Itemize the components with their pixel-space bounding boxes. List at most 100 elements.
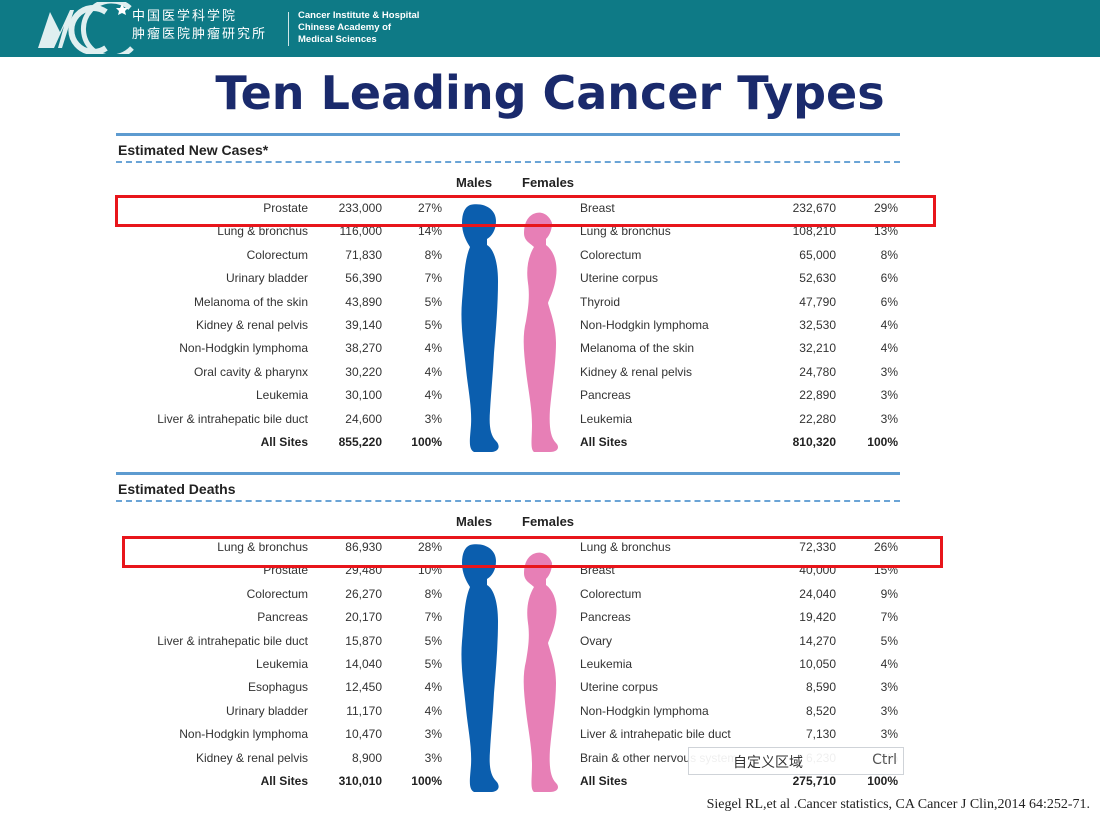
female-site: Kidney & renal pelvis xyxy=(580,364,693,379)
female-count: 232,670 xyxy=(792,201,836,215)
female-count: 24,040 xyxy=(799,586,836,601)
male-site: All Sites xyxy=(260,773,308,788)
male-site: Colorectum xyxy=(246,247,308,262)
female-site: Leukemia xyxy=(580,411,633,426)
male-percent: 8% xyxy=(424,586,442,601)
female-count: 10,050 xyxy=(799,656,836,671)
female-count: 8,590 xyxy=(805,680,836,695)
male-count: 30,220 xyxy=(345,364,382,379)
male-count: 8,900 xyxy=(351,750,382,765)
female-count: 19,420 xyxy=(799,610,836,625)
table-row: Lung & bronchus 86,930 28% Lung & bronchus 7… xyxy=(116,536,900,559)
female-percent: 3% xyxy=(880,680,898,695)
table-row: Urinary bladder 56,390 7% Uterine corpus 52,… xyxy=(116,267,900,290)
female-percent: 4% xyxy=(880,341,898,356)
male-site: Lung & bronchus xyxy=(217,224,308,239)
male-figure-icon xyxy=(461,204,499,452)
male-site: All Sites xyxy=(260,434,308,449)
ncc-logo-icon xyxy=(38,2,134,54)
male-percent: 4% xyxy=(424,364,442,379)
table-row: Prostate 233,000 27% Breast 232,670 29% xyxy=(116,197,900,220)
table-row: Oral cavity & pharynx 30,220 4% Kidney & re… xyxy=(116,361,900,384)
female-site: Uterine corpus xyxy=(580,680,659,695)
panel-top-rule xyxy=(116,133,900,136)
male-site: Pancreas xyxy=(257,610,308,625)
male-count: 71,830 xyxy=(345,247,382,262)
male-site: Lung & bronchus xyxy=(217,540,308,554)
female-percent: 26% xyxy=(873,540,898,554)
table-row: Non-Hodgkin lymphoma 10,470 3% Liver & intr… xyxy=(116,723,900,746)
female-percent: 8% xyxy=(880,247,898,262)
male-count: 26,270 xyxy=(345,586,382,601)
female-site: Colorectum xyxy=(580,586,642,601)
male-site: Non-Hodgkin lymphoma xyxy=(179,341,308,356)
female-site: Non-Hodgkin lymphoma xyxy=(580,317,709,332)
male-percent: 5% xyxy=(424,633,442,648)
male-count: 14,040 xyxy=(345,656,382,671)
female-count: 275,710 xyxy=(792,773,836,788)
female-site: All Sites xyxy=(580,773,628,788)
male-site: Melanoma of the skin xyxy=(193,294,308,309)
male-site: Prostate xyxy=(263,201,308,215)
male-site: Liver & intrahepatic bile duct xyxy=(157,633,308,648)
male-site: Oral cavity & pharynx xyxy=(193,364,308,379)
males-label: Males xyxy=(456,175,493,190)
female-site: Breast xyxy=(580,201,615,215)
male-count: 30,100 xyxy=(345,388,382,403)
header-divider xyxy=(288,12,289,46)
new-cases-rows: Prostate 233,000 27% Breast 232,670 29% Lung &… xyxy=(116,197,900,454)
female-count: 52,630 xyxy=(799,271,836,286)
female-site: Uterine corpus xyxy=(580,271,659,286)
highlight-box-new-cases xyxy=(115,195,936,227)
female-count: 108,210 xyxy=(792,224,836,239)
total-row: All Sites 855,220 100% All Sites 810,320 100% xyxy=(116,431,900,454)
female-site: Liver & intrahepatic bile duct xyxy=(580,727,731,742)
female-percent: 13% xyxy=(873,224,898,239)
male-site: Kidney & renal pelvis xyxy=(195,317,308,332)
table-row: Colorectum 26,270 8% Colorectum 24,040 9% xyxy=(116,583,900,606)
male-percent: 4% xyxy=(424,680,442,695)
female-figure-icon xyxy=(523,212,558,452)
male-percent: 28% xyxy=(417,540,442,554)
male-site: Colorectum xyxy=(246,586,308,601)
male-count: 86,930 xyxy=(345,540,382,554)
male-count: 39,140 xyxy=(345,317,382,332)
female-count: 24,780 xyxy=(799,364,836,379)
deaths-heading: Estimated Deaths xyxy=(118,481,236,497)
slide-title: Ten Leading Cancer Types xyxy=(215,66,885,120)
custom-region-popup[interactable]: 自定义区域 Ctrl xyxy=(688,747,904,775)
male-percent: 4% xyxy=(424,388,442,403)
female-count: 8,520 xyxy=(805,703,836,718)
male-site: Non-Hodgkin lymphoma xyxy=(179,727,308,742)
table-row: Melanoma of the skin 43,890 5% Thyroid 47,79… xyxy=(116,291,900,314)
female-percent: 9% xyxy=(880,586,898,601)
panel-top-rule xyxy=(116,472,900,475)
female-percent: 7% xyxy=(880,610,898,625)
table-row: Leukemia 30,100 4% Pancreas 22,890 3% xyxy=(116,384,900,407)
females-label: Females xyxy=(522,175,575,190)
popup-label[interactable]: 自定义区域 xyxy=(733,755,803,771)
male-percent: 5% xyxy=(424,317,442,332)
institute-chinese-name: 中国医学科学院 肿瘤医院肿瘤研究所 xyxy=(132,9,268,42)
female-site: All Sites xyxy=(580,434,628,449)
female-count: 72,330 xyxy=(799,540,836,554)
table-row: Leukemia 14,040 5% Leukemia 10,050 4% xyxy=(116,653,900,676)
male-percent: 7% xyxy=(424,271,442,286)
female-count: 22,890 xyxy=(799,388,836,403)
female-site: Non-Hodgkin lymphoma xyxy=(580,703,709,718)
female-count: 47,790 xyxy=(799,294,836,309)
male-count: 24,600 xyxy=(345,411,382,426)
male-site: Leukemia xyxy=(255,388,308,403)
female-site: Pancreas xyxy=(580,388,631,403)
female-site: Lung & bronchus xyxy=(580,540,671,554)
female-count: 22,280 xyxy=(799,411,836,426)
female-percent: 4% xyxy=(880,317,898,332)
table-row: Pancreas 20,170 7% Pancreas 19,420 7% xyxy=(116,606,900,629)
male-count: 43,890 xyxy=(345,294,382,309)
male-percent: 100% xyxy=(411,434,442,449)
female-percent: 3% xyxy=(880,703,898,718)
female-percent: 5% xyxy=(880,633,898,648)
dashed-divider xyxy=(116,161,900,163)
male-percent: 5% xyxy=(424,656,442,671)
male-count: 10,470 xyxy=(345,727,382,742)
